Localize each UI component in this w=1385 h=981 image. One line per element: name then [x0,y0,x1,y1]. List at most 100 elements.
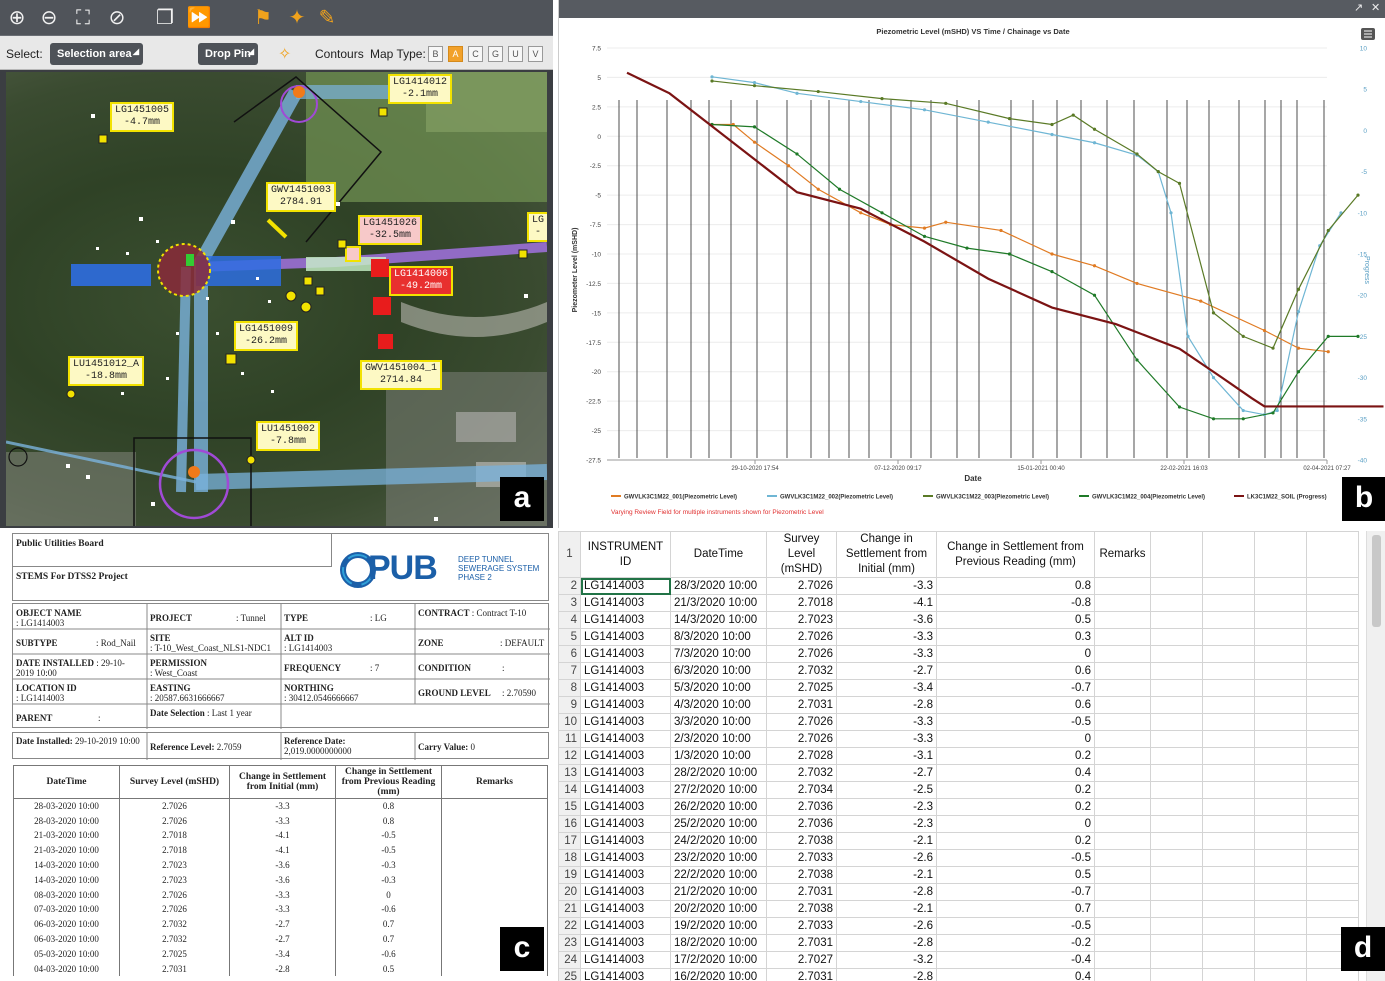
spreadsheet-cell[interactable]: -2.7 [836,662,937,680]
spreadsheet-cell[interactable] [1254,900,1307,918]
spreadsheet-cell[interactable]: LG1414003 [580,832,671,850]
row-number[interactable]: 23 [558,934,581,952]
spreadsheet-cell[interactable]: 0 [936,730,1095,748]
instrument-label[interactable]: LU1451002 -7.8mm [256,421,321,451]
spreadsheet-cell[interactable]: 2.7038 [766,866,837,884]
spreadsheet-cell[interactable]: 2.7034 [766,781,837,799]
row-number[interactable]: 6 [558,645,581,663]
spreadsheet-cell[interactable]: -3.3 [836,645,937,663]
spreadsheet-cell[interactable] [1094,968,1151,981]
spreadsheet-cell[interactable] [1202,747,1255,765]
spreadsheet-cell[interactable] [1306,815,1359,833]
spreadsheet-header-cell[interactable] [1202,531,1255,578]
spreadsheet-cell[interactable]: -0.8 [936,594,1095,612]
spreadsheet-cell[interactable] [1202,679,1255,697]
spreadsheet-header-cell[interactable]: Change in Settlement from Previous Readi… [936,531,1095,578]
spreadsheet-cell[interactable]: LG1414003 [580,628,671,646]
spreadsheet-cell[interactable]: 2.7027 [766,951,837,969]
instrument-label[interactable]: LG1451026 -32.5mm [358,215,423,245]
spreadsheet-cell[interactable]: LG1414003 [580,577,671,595]
spreadsheet-grid[interactable]: 1 INSTRUMENT ID DateTime Survey Level (mSHD… [558,531,1359,981]
instrument-label[interactable]: GWV1451004_1 2714.84 [360,360,443,390]
spreadsheet-cell[interactable]: 2.7028 [766,747,837,765]
spreadsheet-cell[interactable] [1150,866,1203,884]
spreadsheet-cell[interactable]: LG1414003 [580,883,671,901]
spreadsheet-cell[interactable] [1094,798,1151,816]
spreadsheet-cell[interactable]: -2.8 [836,696,937,714]
spreadsheet-cell[interactable]: 2.7038 [766,832,837,850]
spreadsheet-header-cell[interactable] [1306,531,1359,578]
spreadsheet-cell[interactable]: LG1414003 [580,968,671,981]
spreadsheet-cell[interactable] [1150,577,1203,595]
map-canvas[interactable]: LG1414012 -2.1mm LG1451005 -4.7mm GWV14510… [6,72,547,526]
spreadsheet-cell[interactable]: LG1414003 [580,679,671,697]
spreadsheet-cell[interactable]: LG1414003 [580,645,671,663]
contour-wand-icon[interactable]: ✧ [278,46,292,63]
spreadsheet-cell[interactable]: 0.7 [936,900,1095,918]
instrument-label[interactable]: LU1451012_A -18.8mm [68,356,145,386]
spreadsheet-cell[interactable]: 2.7031 [766,934,837,952]
spreadsheet-cell[interactable]: 16/2/2020 10:00 [670,968,767,981]
spreadsheet-cell[interactable] [1254,866,1307,884]
spreadsheet-cell[interactable]: -3.3 [836,577,937,595]
spreadsheet-cell[interactable] [1254,696,1307,714]
spreadsheet-header-cell[interactable] [1150,531,1203,578]
spreadsheet-cell[interactable]: -2.1 [836,900,937,918]
spreadsheet-cell[interactable]: 3/3/2020 10:00 [670,713,767,731]
row-number[interactable]: 13 [558,764,581,782]
spreadsheet-cell[interactable]: -0.4 [936,951,1095,969]
spreadsheet-cell[interactable] [1254,917,1307,935]
instrument-label[interactable]: LG1414012 -2.1mm [388,74,453,104]
spreadsheet-cell[interactable] [1254,611,1307,629]
spreadsheet-cell[interactable]: LG1414003 [580,781,671,799]
spreadsheet-cell[interactable]: 0.5 [936,611,1095,629]
chart-menu-icon[interactable] [1361,28,1375,40]
spreadsheet-cell[interactable]: 2.7023 [766,611,837,629]
instrument-label[interactable]: LG1451009 -26.2mm [234,321,299,351]
spreadsheet-cell[interactable] [1150,883,1203,901]
spreadsheet-cell[interactable] [1202,696,1255,714]
copy-icon[interactable]: ❐ [156,7,174,29]
spreadsheet-cell[interactable] [1254,713,1307,731]
row-number[interactable]: 21 [558,900,581,918]
spreadsheet-cell[interactable] [1306,781,1359,799]
spreadsheet-cell[interactable]: 28/2/2020 10:00 [670,764,767,782]
spreadsheet-cell[interactable] [1306,730,1359,748]
spreadsheet-cell[interactable] [1254,577,1307,595]
spreadsheet-cell[interactable]: 17/2/2020 10:00 [670,951,767,969]
spreadsheet-cell[interactable]: 7/3/2020 10:00 [670,645,767,663]
spreadsheet-cell[interactable]: LG1414003 [580,730,671,748]
pencil-icon[interactable]: ✎ [318,7,336,29]
row-number[interactable]: 10 [558,713,581,731]
spreadsheet-cell[interactable]: 21/2/2020 10:00 [670,883,767,901]
map-type-a-button[interactable]: A [448,46,463,62]
spreadsheet-cell[interactable] [1306,696,1359,714]
spreadsheet-cell[interactable]: 0.2 [936,832,1095,850]
spreadsheet-cell[interactable]: LG1414003 [580,900,671,918]
spreadsheet-cell[interactable] [1202,900,1255,918]
spreadsheet-cell[interactable] [1202,611,1255,629]
spreadsheet-cell[interactable] [1202,934,1255,952]
spreadsheet-cell[interactable] [1254,628,1307,646]
spreadsheet-cell[interactable]: 18/2/2020 10:00 [670,934,767,952]
spreadsheet-cell[interactable]: -0.5 [936,849,1095,867]
row-number[interactable]: 5 [558,628,581,646]
spreadsheet-cell[interactable] [1202,713,1255,731]
spreadsheet-cell[interactable] [1306,747,1359,765]
spreadsheet-cell[interactable] [1094,832,1151,850]
spreadsheet-cell[interactable]: 20/2/2020 10:00 [670,900,767,918]
spreadsheet-cell[interactable] [1150,679,1203,697]
spreadsheet-header-cell[interactable]: Survey Level (mSHD) [766,531,837,578]
spreadsheet-cell[interactable]: 2.7038 [766,900,837,918]
spreadsheet-cell[interactable]: 2.7026 [766,645,837,663]
spreadsheet-cell[interactable]: LG1414003 [580,815,671,833]
spreadsheet-cell[interactable] [1202,645,1255,663]
spreadsheet-cell[interactable]: -2.8 [836,934,937,952]
spreadsheet-cell[interactable] [1306,849,1359,867]
spreadsheet-cell[interactable] [1150,611,1203,629]
spreadsheet-header-cell[interactable] [1254,531,1307,578]
spreadsheet-cell[interactable] [1202,781,1255,799]
spreadsheet-cell[interactable]: LG1414003 [580,747,671,765]
spreadsheet-cell[interactable]: LG1414003 [580,611,671,629]
spreadsheet-cell[interactable] [1094,883,1151,901]
